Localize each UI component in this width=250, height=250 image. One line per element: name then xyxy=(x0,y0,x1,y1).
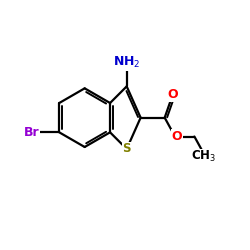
Text: O: O xyxy=(172,130,182,143)
Text: O: O xyxy=(167,88,178,101)
Text: Br: Br xyxy=(24,126,40,139)
Text: S: S xyxy=(122,142,131,156)
Text: CH$_3$: CH$_3$ xyxy=(191,149,216,164)
Text: NH$_2$: NH$_2$ xyxy=(113,55,140,70)
